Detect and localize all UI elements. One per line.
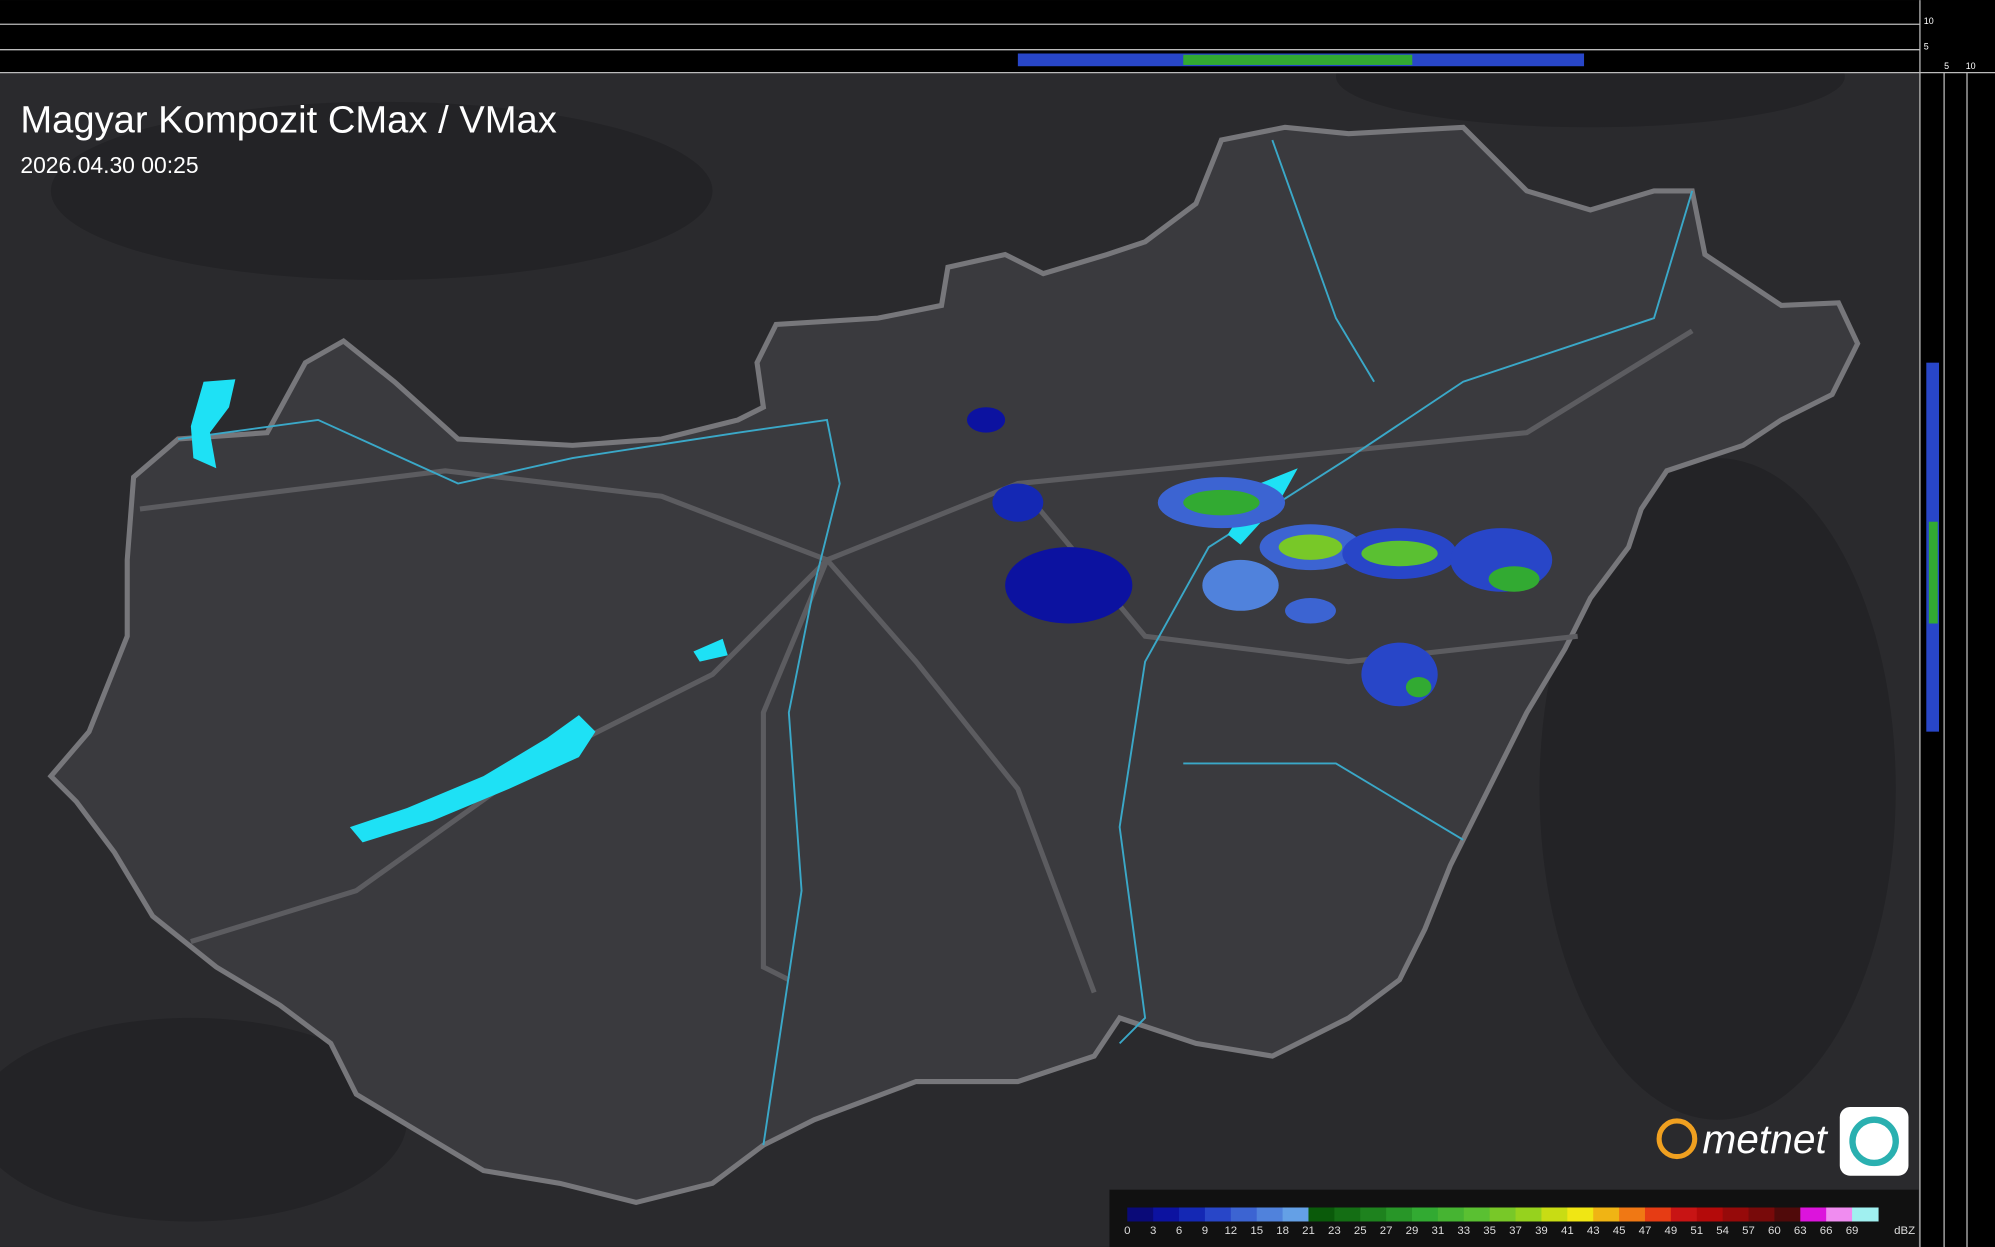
side-profile-echo	[1928, 521, 1938, 624]
legend-swatch	[1463, 1207, 1491, 1222]
legend-label: 37	[1509, 1225, 1522, 1237]
legend: 0 3 6 9 12 15 18 21 23 25 27 29 31 33 35 37 39 41 43 45 47 49…	[1124, 1207, 1915, 1237]
legend-label: 18	[1276, 1225, 1289, 1237]
legend-label: 57	[1742, 1225, 1755, 1237]
legend-label: 35	[1483, 1225, 1496, 1237]
legend-label: 47	[1639, 1225, 1652, 1237]
legend-swatch	[1386, 1207, 1413, 1222]
legend-label: 31	[1432, 1225, 1445, 1237]
legend-label: 29	[1406, 1225, 1419, 1237]
legend-label: 63	[1794, 1225, 1807, 1237]
legend-swatch	[1826, 1207, 1853, 1222]
legend-label: 43	[1587, 1225, 1600, 1237]
legend-label: 45	[1613, 1225, 1626, 1237]
legend-swatch	[1334, 1207, 1361, 1222]
legend-label: 6	[1176, 1225, 1182, 1237]
legend-swatch	[1593, 1207, 1620, 1222]
axis-label: 5	[1924, 42, 1929, 52]
legend-swatch	[1696, 1207, 1724, 1222]
country-outline	[47, 124, 1861, 1206]
legend-swatch	[1748, 1207, 1776, 1222]
legend-label: 3	[1150, 1225, 1156, 1237]
legend-label: 15	[1250, 1225, 1263, 1237]
legend-swatch	[1412, 1207, 1439, 1222]
logo-text: metnet	[1702, 1116, 1828, 1162]
axis-label: 5	[1944, 61, 1949, 71]
legend-label: 60	[1768, 1225, 1781, 1237]
top-profile-echo	[1183, 54, 1413, 65]
profile-axis-labels: 10 5 5 10	[1924, 16, 1976, 71]
legend-swatch	[1541, 1207, 1568, 1222]
legend-label: 41	[1561, 1225, 1574, 1237]
legend-label: 51	[1690, 1225, 1703, 1237]
axis-label: 10	[1924, 16, 1934, 26]
legend-swatch	[1852, 1207, 1879, 1222]
legend-swatch	[1256, 1207, 1284, 1222]
legend-label: 23	[1328, 1225, 1341, 1237]
legend-label: 49	[1664, 1225, 1677, 1237]
legend-swatch	[1619, 1207, 1646, 1222]
legend-swatch	[1644, 1207, 1672, 1222]
legend-swatch	[1515, 1207, 1543, 1222]
legend-swatch	[1204, 1207, 1232, 1222]
legend-swatch	[1153, 1207, 1180, 1222]
legend-label: 0	[1124, 1225, 1130, 1237]
axis-label: 10	[1966, 61, 1976, 71]
legend-label: 69	[1846, 1225, 1859, 1237]
legend-swatch	[1489, 1207, 1517, 1222]
legend-swatch	[1282, 1207, 1310, 1222]
legend-label: 25	[1354, 1225, 1367, 1237]
legend-swatch	[1127, 1207, 1154, 1222]
top-profile	[0, 0, 1995, 73]
title: Magyar Kompozit CMax / VMax	[20, 98, 556, 141]
legend-swatch	[1179, 1207, 1206, 1222]
legend-swatch	[1800, 1207, 1827, 1222]
legend-swatch	[1360, 1207, 1387, 1222]
legend-swatch	[1437, 1207, 1465, 1222]
timestamp: 2026.04.30 00:25	[20, 152, 198, 178]
logo: metnet	[1656, 1106, 1909, 1176]
legend-label: 12	[1224, 1225, 1237, 1237]
legend-label: 27	[1380, 1225, 1393, 1237]
legend-label: 21	[1302, 1225, 1315, 1237]
legend-label: 39	[1535, 1225, 1548, 1237]
legend-swatch	[1230, 1207, 1258, 1222]
legend-swatch	[1722, 1207, 1750, 1222]
legend-swatch	[1308, 1207, 1335, 1222]
legend-label: 54	[1716, 1225, 1729, 1237]
radar-echoes	[966, 407, 1553, 707]
legend-swatch	[1567, 1207, 1594, 1222]
legend-swatch	[1774, 1207, 1801, 1222]
legend-swatch	[1670, 1207, 1698, 1222]
legend-label: 33	[1457, 1225, 1470, 1237]
legend-unit: dBZ	[1894, 1225, 1915, 1237]
legend-label: 66	[1820, 1225, 1833, 1237]
legend-label: 9	[1202, 1225, 1208, 1237]
rivers	[177, 139, 1694, 1146]
